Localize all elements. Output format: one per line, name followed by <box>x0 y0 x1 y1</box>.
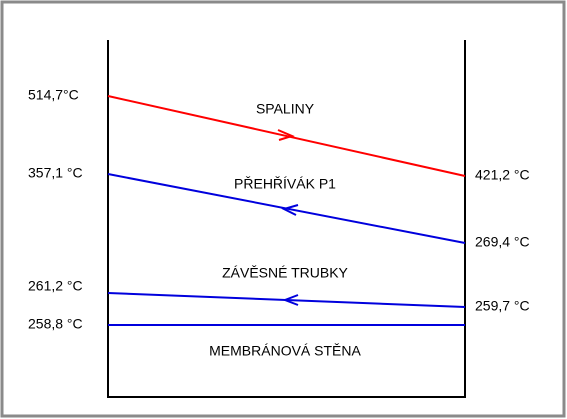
temperature-label: 269,4 °C <box>475 234 530 250</box>
temperature-label: 261,2 °C <box>28 278 83 294</box>
flue-gas-line <box>107 95 466 177</box>
stream-name: PŘEHŘÍVÁK P1 <box>234 176 336 192</box>
temperature-label: 421,2 °C <box>475 167 530 183</box>
arrow <box>281 204 299 216</box>
stream-name: SPALINY <box>256 101 315 117</box>
temperature-label: 514,7°C <box>28 87 79 103</box>
arrow <box>282 294 299 306</box>
vessel <box>107 40 466 398</box>
stream-name: MEMBRÁNOVÁ STĚNA <box>209 343 361 359</box>
temperature-label: 357,1 °C <box>28 165 83 181</box>
stream-name: ZÁVĚSNÉ TRUBKY <box>222 265 348 281</box>
temperature-label: 259,7 °C <box>475 298 530 314</box>
arrow <box>277 129 295 141</box>
temperature-label: 258,8 °C <box>28 316 83 332</box>
